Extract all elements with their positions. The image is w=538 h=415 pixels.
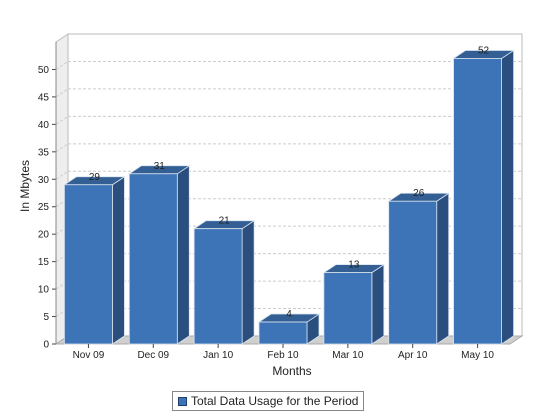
- bar-side: [176, 165, 190, 345]
- x-tick-label: Nov 09: [73, 350, 105, 361]
- x-axis-ticks: Nov 09 Dec 09 Jan 10 Feb 10 Mar 10 Apr 10 May …: [73, 344, 494, 361]
- y-tick-label: 10: [38, 285, 50, 296]
- y-tick-label: 0: [43, 340, 49, 351]
- x-tick-label: May 10: [461, 350, 494, 361]
- bar-side: [241, 219, 255, 345]
- gridline-side: [55, 143, 69, 153]
- bar-front: [128, 173, 178, 345]
- bar-value-label: 29: [89, 172, 101, 183]
- bar: 29: [63, 172, 126, 345]
- legend-swatch: [178, 396, 187, 406]
- chart-legend: Total Data Usage for the Period: [172, 391, 365, 411]
- bar-front: [64, 184, 113, 345]
- x-tick-label: Jan 10: [203, 350, 233, 361]
- chart-bars: 29 31 21 4 13 26 52: [63, 45, 515, 345]
- bar-value-label: 52: [478, 45, 490, 56]
- bar: 26: [387, 188, 451, 345]
- bar-front: [388, 200, 438, 345]
- chart-walls: [54, 33, 524, 345]
- y-tick-label: 45: [38, 92, 50, 103]
- gridline-side: [55, 61, 69, 70]
- bar-side: [112, 176, 125, 345]
- x-tick-label: Mar 10: [332, 350, 364, 361]
- gridline-side: [55, 170, 69, 180]
- bar-side: [501, 49, 514, 345]
- bar-value-label: 13: [348, 260, 360, 271]
- y-tick-label: 15: [38, 257, 50, 268]
- x-tick-label: Feb 10: [267, 350, 299, 361]
- y-tick-label: 50: [38, 65, 50, 76]
- bar-value-label: 4: [286, 309, 292, 320]
- bar-side: [436, 192, 450, 345]
- bar-front: [258, 321, 308, 345]
- x-axis-title: Months: [272, 364, 311, 378]
- bar-side: [371, 263, 385, 345]
- bar-value-label: 21: [219, 216, 231, 227]
- bar-value-label: 31: [154, 161, 166, 172]
- bar: 4: [257, 309, 321, 345]
- y-tick-label: 40: [38, 120, 50, 131]
- y-axis-ticks: 0 5 10 15 20 25 30 35 40 45 50: [38, 42, 57, 351]
- y-tick-label: 5: [43, 312, 49, 323]
- bar-value-label: 26: [413, 188, 425, 199]
- x-tick-label: Apr 10: [398, 350, 428, 361]
- bar: 52: [452, 45, 515, 345]
- bar-front: [453, 58, 502, 345]
- y-tick-label: 35: [38, 147, 50, 158]
- gridline-side: [55, 115, 69, 125]
- bar-front: [323, 272, 373, 345]
- bar: 13: [322, 260, 386, 345]
- bar: 21: [192, 216, 256, 345]
- bar-front: [193, 228, 243, 345]
- bar: 31: [127, 161, 191, 345]
- y-tick-label: 30: [38, 175, 50, 186]
- y-tick-label: 25: [38, 202, 50, 213]
- legend-label: Total Data Usage for the Period: [191, 394, 359, 408]
- gridline-side: [55, 88, 69, 98]
- x-tick-label: Dec 09: [137, 350, 169, 361]
- y-axis-title: In Mbytes: [18, 160, 32, 212]
- y-tick-label: 20: [38, 230, 50, 241]
